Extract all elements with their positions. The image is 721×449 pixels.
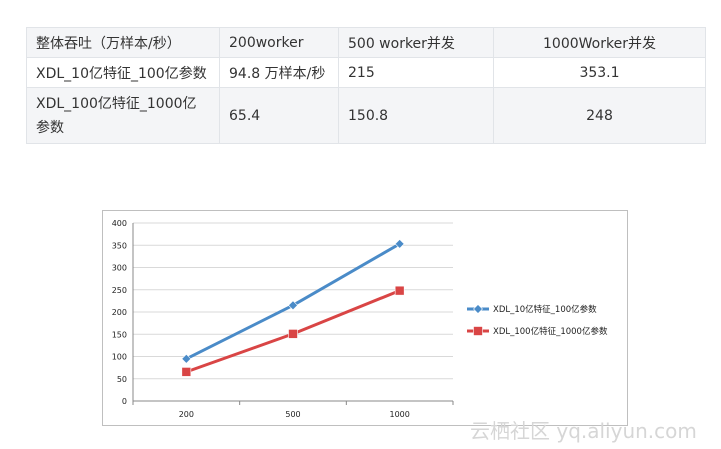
table-cell: 248 [493,87,706,144]
y-tick-label: 100 [112,353,127,362]
table-header-row: 整体吞吐（万样本/秒） 200worker 500 worker并发 1000W… [26,27,706,58]
y-tick-label: 50 [117,375,127,384]
line-chart: 0 50 100 150 200 250 300 350 400 200 500 1000 XDL_10… [102,210,628,426]
table-cell: XDL_10亿特征_100亿参数 [26,57,220,88]
y-tick-label: 300 [112,264,127,273]
table-cell: 65.4 [219,87,339,144]
throughput-table: 整体吞吐（万样本/秒） 200worker 500 worker并发 1000W… [26,27,706,144]
x-tick-label: 200 [179,410,194,419]
data-point [288,329,298,339]
table-cell: 215 [338,57,494,88]
legend-swatch-marker [473,304,483,314]
table-cell: 500 worker并发 [338,27,494,58]
legend-entry: XDL_100亿特征_1000亿参数 [493,326,608,337]
x-tick-label: 500 [285,410,300,419]
y-tick-label: 200 [112,308,127,317]
y-tick-label: 250 [112,286,127,295]
y-tick-label: 400 [112,219,127,228]
chart-svg: 0 50 100 150 200 250 300 350 400 200 500 1000 XDL_10… [112,219,608,419]
x-tick-label: 1000 [389,410,409,419]
y-tick-label: 0 [122,397,127,406]
table-cell: 353.1 [493,57,706,88]
data-point [288,300,298,311]
data-point [181,367,192,377]
table-cell: 1000Worker并发 [493,27,706,58]
table-cell: 94.8 万样本/秒 [219,57,339,88]
watermark: 云栖社区 yq.aliyun.com [470,419,697,443]
table-cell: XDL_100亿特征_1000亿参数 [26,87,220,144]
table-cell: 整体吞吐（万样本/秒） [26,27,220,58]
y-tick-label: 350 [112,241,127,250]
table-cell: 150.8 [338,87,494,144]
y-tick-label: 150 [112,330,127,339]
table-cell: 200worker [219,27,339,58]
legend-entry: XDL_10亿特征_100亿参数 [493,304,597,315]
data-point [181,353,192,364]
data-point [394,285,405,296]
data-point [394,238,405,249]
table-row: XDL_10亿特征_100亿参数 94.8 万样本/秒 215 353.1 [26,57,706,88]
legend-swatch-marker [473,326,483,336]
table-row: XDL_100亿特征_1000亿参数 65.4 150.8 248 [26,87,706,144]
